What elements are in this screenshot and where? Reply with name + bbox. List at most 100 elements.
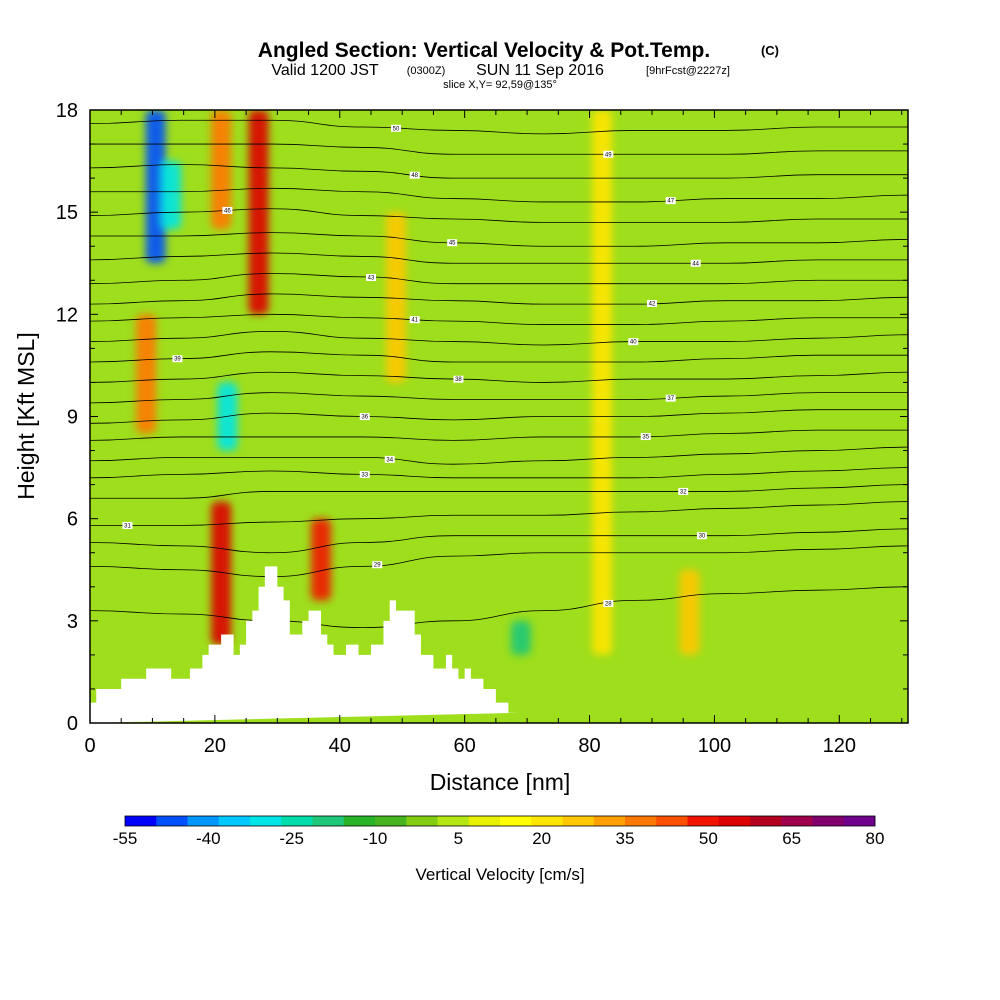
y-tick-label: 6	[67, 509, 78, 531]
isentrope-29	[90, 545, 908, 577]
velocity-field	[136, 110, 700, 655]
isentrope-39	[90, 351, 908, 363]
x-axis-label: Distance [nm]	[430, 769, 571, 795]
colorbar-swatch	[812, 816, 845, 826]
x-tick-label: 120	[823, 735, 856, 757]
chart-slice-info: slice X,Y= 92,59@135°	[443, 79, 557, 91]
terrain	[90, 566, 521, 723]
colorbar-swatch	[187, 816, 220, 826]
x-tick-label: 60	[454, 735, 476, 757]
colorbar-swatch	[562, 816, 595, 826]
colorbar-swatch	[406, 816, 438, 826]
isentrope-label-44: 44	[692, 261, 699, 267]
isentrope-label-36: 36	[361, 415, 368, 421]
velocity-feature-2	[211, 110, 232, 230]
colorbar-swatch	[593, 816, 626, 826]
colorbar-tick-label: 80	[866, 829, 885, 848]
isentrope-label-48: 48	[411, 173, 418, 179]
isentrope-label-29: 29	[374, 563, 381, 569]
y-tick-label: 9	[67, 407, 78, 429]
isentrope-label-34: 34	[386, 457, 393, 463]
colorbar-swatch	[468, 816, 501, 826]
x-tick-label: 20	[204, 735, 226, 757]
velocity-feature-1	[161, 161, 182, 230]
isentrope-label-38: 38	[455, 377, 462, 383]
isentrope-label-bg-48	[409, 171, 420, 179]
velocity-feature-0	[145, 110, 166, 264]
isentrope-label-bg-30	[696, 532, 707, 540]
isentrope-label-bg-29	[372, 561, 383, 569]
colorbar-swatch	[375, 816, 407, 826]
isentrope-label-49: 49	[605, 152, 612, 158]
colorbar-tick-label: 65	[782, 829, 801, 848]
y-tick-label: 0	[67, 713, 78, 735]
isentrope-34	[90, 446, 908, 465]
velocity-feature-8	[385, 212, 406, 383]
x-tick-label: 100	[698, 735, 731, 757]
isentrope-44	[90, 252, 908, 264]
colorbar-tick-label: -25	[279, 829, 304, 848]
isentrope-label-bg-49	[603, 150, 614, 158]
isentrope-label-46: 46	[224, 208, 231, 214]
isentrope-35	[90, 429, 908, 441]
colorbar-tick-label: -55	[113, 829, 138, 848]
colorbar-swatch	[343, 816, 376, 826]
isentrope-label-32: 32	[680, 489, 687, 495]
isentrope-50	[90, 119, 908, 135]
colorbar-swatch	[781, 816, 813, 826]
isentrope-43	[90, 273, 908, 285]
isentrope-label-43: 43	[368, 275, 375, 281]
velocity-feature-4	[136, 314, 157, 434]
isentrope-label-50: 50	[393, 126, 400, 132]
isentrope-label-bg-41	[409, 316, 420, 324]
colorbar-tick-label: 35	[616, 829, 635, 848]
isentrope-38	[90, 371, 908, 383]
isentrope-label-bg-36	[359, 413, 370, 421]
colorbar-label: Vertical Velocity [cm/s]	[415, 865, 584, 884]
isentrope-label-bg-35	[640, 433, 651, 441]
colorbar-swatch	[687, 816, 720, 826]
chart-subtitle-fcst: [9hrFcst@2227z]	[646, 65, 730, 77]
isentrope-label-bg-32	[678, 487, 689, 495]
colorbar-swatch	[250, 816, 282, 826]
isentrope-label-bg-50	[390, 124, 401, 132]
y-tick-label: 15	[56, 202, 78, 224]
isentrope-32	[90, 484, 908, 499]
isentrope-47	[90, 187, 908, 203]
colorbar-swatch	[437, 816, 470, 826]
isentrope-label-bg-39	[172, 355, 183, 363]
isentrope-label-bg-43	[365, 273, 376, 281]
isentrope-label-33: 33	[361, 472, 368, 478]
y-tick-label: 3	[67, 611, 78, 633]
isentrope-label-37: 37	[667, 396, 674, 402]
colorbar-tick-label: 20	[532, 829, 551, 848]
colorbar-swatch	[843, 816, 876, 826]
isentrope-label-45: 45	[449, 241, 456, 247]
velocity-feature-9	[592, 110, 613, 655]
colorbar-frame	[124, 815, 876, 827]
isentrope-label-39: 39	[174, 357, 181, 363]
isentrope-label-bg-42	[646, 299, 657, 307]
colorbar-swatch	[718, 816, 751, 826]
x-tick-label: 40	[329, 735, 351, 757]
isentrope-31	[90, 501, 908, 526]
isentrope-label-bg-46	[222, 206, 233, 214]
isentrope-label-bg-45	[447, 239, 458, 247]
isentrope-48	[90, 164, 908, 179]
isentrope-label-31: 31	[124, 523, 131, 529]
isentrope-label-bg-44	[690, 259, 701, 267]
colorbar-tick-label: -10	[363, 829, 388, 848]
isentrope-label-bg-28	[603, 599, 614, 607]
isentrope-label-bg-34	[384, 455, 395, 463]
isentrope-42	[90, 293, 908, 305]
isentrope-label-bg-47	[665, 197, 676, 205]
isentrope-37	[90, 392, 908, 404]
isentrope-label-35: 35	[642, 435, 649, 441]
isentrope-label-28: 28	[605, 601, 612, 607]
chart-subtitle-main: Valid 1200 JST	[271, 62, 379, 79]
colorbar-swatch	[750, 816, 782, 826]
chart-title-unit: (C)	[761, 43, 779, 58]
velocity-feature-11	[510, 620, 531, 655]
